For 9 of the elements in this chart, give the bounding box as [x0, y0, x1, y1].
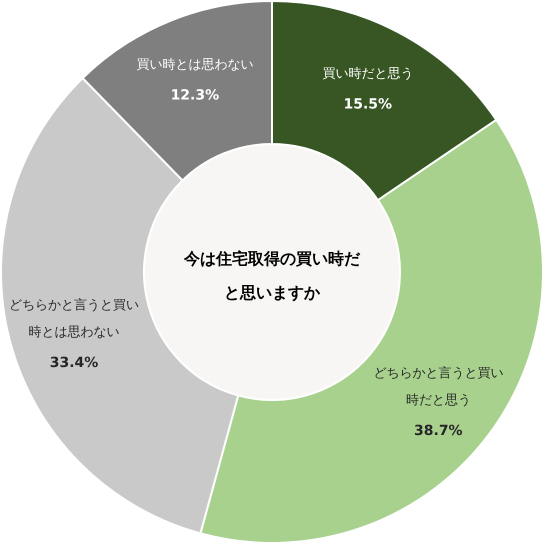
- slice-label: 買い時とは思わない: [136, 58, 254, 73]
- data-label: 15.5%: [343, 96, 392, 112]
- slice-label: どちらかと言うと買い時とは思わない: [9, 297, 140, 340]
- slice-label: どちらかと言うと買い時だと思う: [373, 365, 504, 408]
- text: 今は住宅取得の買い時だと思いますか: [183, 249, 361, 302]
- data-label: 38.7%: [414, 423, 463, 439]
- data-label: 12.3%: [170, 88, 220, 104]
- data-label: 33.4%: [50, 355, 98, 372]
- slice-label: 買い時だと思う: [322, 66, 414, 82]
